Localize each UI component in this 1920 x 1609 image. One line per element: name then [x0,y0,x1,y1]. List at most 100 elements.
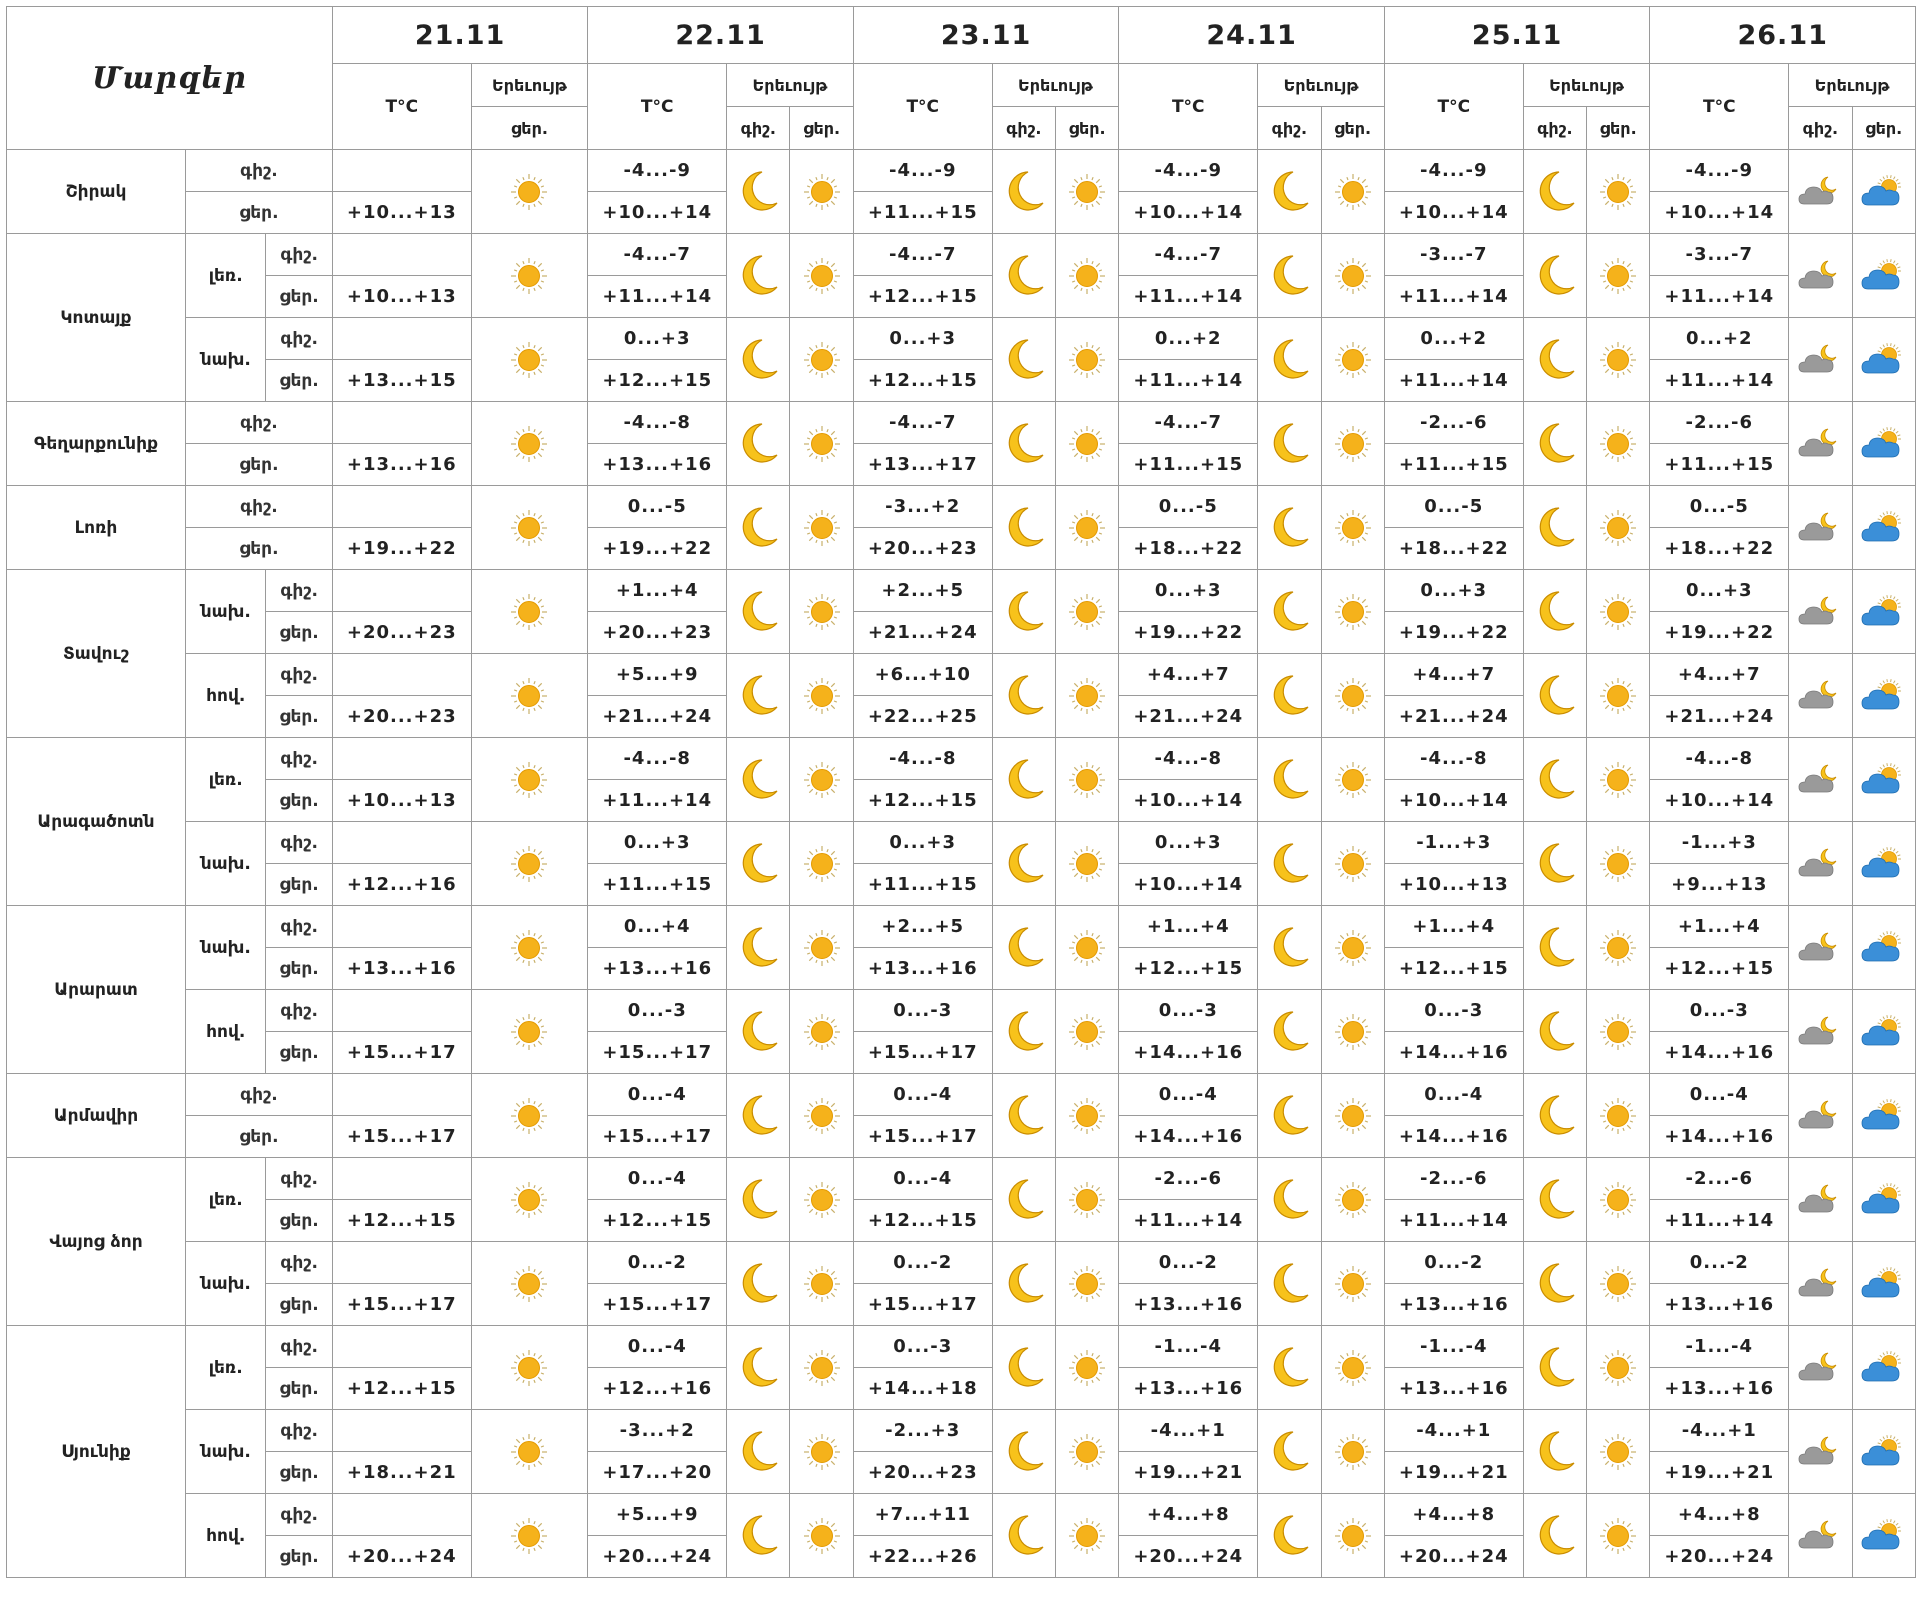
day-temp: +10...+13 [331,275,472,318]
day-temp: +11...+14 [1118,359,1259,402]
sun-icon [1586,485,1651,570]
night-temp: 0...-5 [1118,485,1259,528]
table-row: նախ. գիշ. 0...+3 0...+3 0...+2 0...+2 0...+2 [7,317,1917,402]
date-header: 23.11 [852,6,1120,64]
night-temp: 0...+3 [852,821,993,864]
day-temp: +21...+24 [1649,695,1790,738]
sun-icon [789,1493,854,1578]
day-temp: +11...+14 [1118,275,1259,318]
moon-icon [1522,737,1588,822]
moon-icon [991,905,1056,990]
day-temp: +14...+18 [852,1367,993,1410]
day-label: ցեր. [265,779,333,822]
moon-icon [991,149,1056,234]
night-temp: 0...-4 [1118,1073,1259,1116]
night-label: գիշ. [265,989,333,1032]
night-temp: -4...+1 [1383,1409,1524,1452]
night-temp: -1...-4 [1383,1325,1524,1368]
subregion-label: նախ. [185,1241,267,1326]
night-temp: 0...-5 [1649,485,1790,528]
table-row: ցեր. +19...+22 +19...+22 +20...+23 +18...+22… [7,527,1916,570]
cloud-moon-icon [1788,1409,1853,1494]
day-temp: +11...+14 [587,779,728,822]
night-temp: 0...+3 [1383,569,1524,612]
day-temp: +20...+23 [587,611,728,654]
moon-icon [726,485,791,570]
night-temp: -1...-4 [1118,1325,1259,1368]
night-temp: 0...-4 [1649,1073,1790,1116]
phenomenon-column-header: Երեւույթ [470,63,589,107]
table-row: ցեր. +13...+16 +13...+16 +13...+16 +12...+15… [7,947,1916,990]
night-temp: -3...+2 [852,485,993,528]
sun-icon [470,989,589,1074]
night-temp: 0...+3 [852,317,993,360]
night-temp-empty [331,1409,472,1452]
night-subheader: գիշ. [1788,106,1853,150]
moon-icon [1522,1325,1588,1410]
night-temp: +2...+5 [852,905,993,948]
moon-icon [1522,1157,1588,1242]
night-temp-empty [331,569,472,612]
table-row: Արմավիր գիշ. 0...-4 0...-4 0...-4 0...-4 0...-… [5,1073,1917,1158]
day-label: ցեր. [265,863,333,906]
day-label: ցեր. [185,527,333,570]
night-temp: 0...-5 [587,485,728,528]
moon-icon [1257,1241,1322,1326]
cloud-sun-icon [1851,149,1917,234]
region-name: Լոռի [5,485,187,570]
sun-icon [1320,653,1385,738]
sun-icon [1320,569,1385,654]
day-temp: +11...+15 [852,863,993,906]
moon-icon [1522,989,1588,1074]
sun-icon [1054,737,1120,822]
day-label: ցեր. [265,947,333,990]
night-temp: +5...+9 [587,1493,728,1536]
night-temp: 0...-2 [1383,1241,1524,1284]
night-subheader: գիշ. [726,106,791,150]
night-temp: +4...+8 [1649,1493,1790,1536]
night-temp: 0...-2 [587,1241,728,1284]
sun-icon [789,1073,854,1158]
sun-icon [1054,1325,1120,1410]
moon-icon [726,1409,791,1494]
temperature-column-header: T°C [331,63,472,150]
night-temp: 0...-3 [1118,989,1259,1032]
day-temp: +20...+24 [1383,1535,1524,1578]
night-temp: 0...+3 [1118,569,1259,612]
night-temp: 0...-4 [587,1073,728,1116]
temperature-column-header: T°C [852,63,993,150]
sun-icon [1586,317,1651,402]
temperature-column-header: T°C [1383,63,1524,150]
subregion-label: նախ. [185,905,267,990]
forecast-table: Մարզեր 21.11 22.11 23.11 24.11 25.11 26.11 T°C Ե… [5,6,1917,1578]
moon-icon [991,569,1056,654]
night-temp: -4...-9 [1118,149,1259,192]
day-temp: +11...+14 [1649,1199,1790,1242]
sun-icon [1586,233,1651,318]
moon-icon [726,401,791,486]
day-temp: +18...+21 [331,1451,472,1494]
day-temp: +12...+15 [331,1367,472,1410]
day-temp: +11...+15 [852,191,993,234]
day-label: ցեր. [185,191,333,234]
table-row: հով. գիշ. 0...-3 0...-3 0...-3 0...-3 0...-3 [7,989,1917,1074]
sun-icon [1054,317,1120,402]
subregion-label: նախ. [185,1409,267,1494]
cloud-sun-icon [1851,989,1917,1074]
day-temp: +11...+15 [1649,443,1790,486]
sun-icon [789,989,854,1074]
moon-icon [1257,485,1322,570]
night-temp: 0...-3 [587,989,728,1032]
day-temp: +10...+14 [587,191,728,234]
cloud-moon-icon [1788,1325,1853,1410]
moon-icon [1257,1325,1322,1410]
moon-icon [1522,905,1588,990]
table-row: Տավուշ նախ. գիշ. +1...+4 +2...+5 0...+3 0...+3… [5,569,1917,738]
subregion-label: լեռ. [185,1325,267,1410]
day-temp: +20...+24 [331,1535,472,1578]
table-row: ցեր. +10...+13 +11...+14 +12...+15 +11...+14… [7,275,1916,318]
moon-icon [726,1157,791,1242]
day-temp: +15...+17 [587,1283,728,1326]
date-header: 26.11 [1649,6,1916,64]
day-temp: +11...+15 [587,863,728,906]
